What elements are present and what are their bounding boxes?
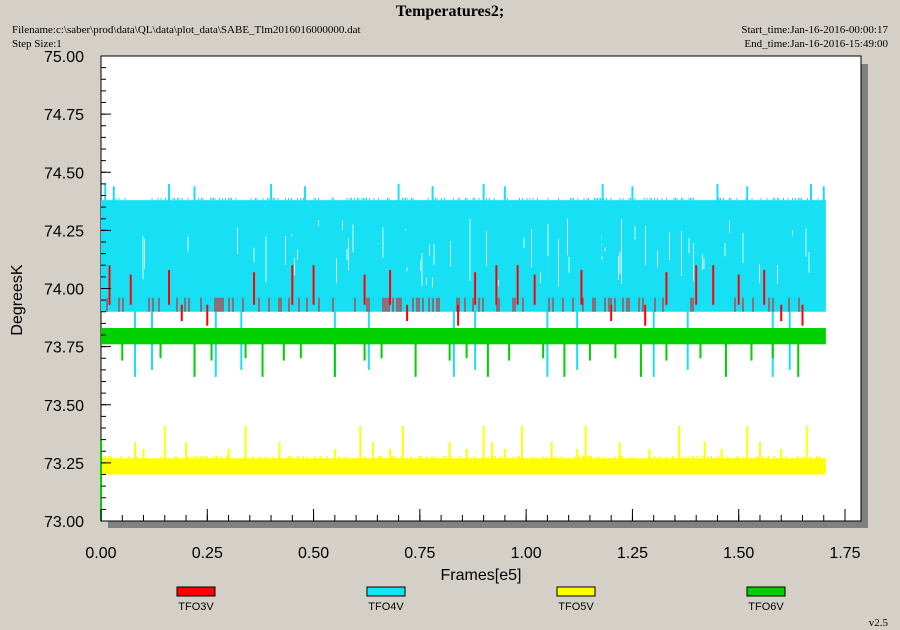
series-tfo3v — [106, 265, 804, 326]
y-tick-label: 74.75 — [44, 107, 84, 124]
legend-label: TFO6V — [748, 601, 784, 613]
x-axis-label: Frames[e5] — [441, 567, 522, 584]
legend-swatch — [176, 586, 216, 597]
legend-item-tfo6v: TFO6V — [746, 586, 786, 613]
legend-swatch — [556, 586, 596, 597]
y-axis-label: DegreesK — [9, 264, 26, 335]
chart-title: Temperatures2; — [396, 3, 504, 20]
x-tick-label: 0.50 — [298, 545, 329, 562]
legend-item-tfo5v: TFO5V — [556, 586, 596, 613]
ticks-layer: 75.00 74.75 74.50 74.25 74.00 73.75 73.50 73.25… — [44, 49, 861, 562]
legend-label: TFO3V — [178, 601, 214, 613]
step-size-label: Step Size:1 — [12, 38, 62, 50]
y-tick-label: 73.50 — [44, 398, 84, 415]
filename-label: Filename:c:\saber\prod\data\QL\data\plot… — [12, 24, 361, 36]
series-tfo5v — [101, 425, 826, 475]
x-tick-label: 1.00 — [511, 545, 542, 562]
series-band — [101, 200, 826, 312]
series-tfo6v — [101, 328, 826, 377]
x-tick-label: 0.00 — [85, 545, 116, 562]
legend-label: TFO5V — [558, 601, 594, 613]
legend-swatch — [746, 586, 786, 597]
x-tick-label: 0.75 — [404, 545, 435, 562]
y-tick-label: 74.25 — [44, 223, 84, 240]
version-label: v2.5 — [869, 617, 889, 629]
series-band — [101, 458, 826, 475]
series-layer — [101, 183, 826, 475]
x-tick-label: 1.50 — [723, 545, 754, 562]
x-tick-label: 0.25 — [192, 545, 223, 562]
y-tick-label: 73.75 — [44, 340, 84, 357]
legend-item-tfo4v: TFO4V — [366, 586, 406, 613]
x-tick-label: 1.75 — [829, 545, 860, 562]
x-tick-label: 1.25 — [617, 545, 648, 562]
y-tick-label: 75.00 — [44, 49, 84, 66]
y-tick-label: 74.50 — [44, 165, 84, 182]
y-tick-label: 74.00 — [44, 282, 84, 299]
y-tick-label: 73.00 — [44, 514, 84, 531]
y-tick-label: 73.25 — [44, 456, 84, 473]
legend-swatch — [366, 586, 406, 597]
series-band — [101, 328, 826, 345]
end-time-label: End_time:Jan-16-2016-15:49:00 — [744, 38, 888, 50]
start-time-label: Start_time:Jan-16-2016-00:00:17 — [741, 24, 888, 36]
legend-label: TFO4V — [368, 601, 404, 613]
legend: TFO3V TFO4V TFO5V TFO6V — [176, 586, 786, 613]
legend-item-tfo3v: TFO3V — [176, 586, 216, 613]
